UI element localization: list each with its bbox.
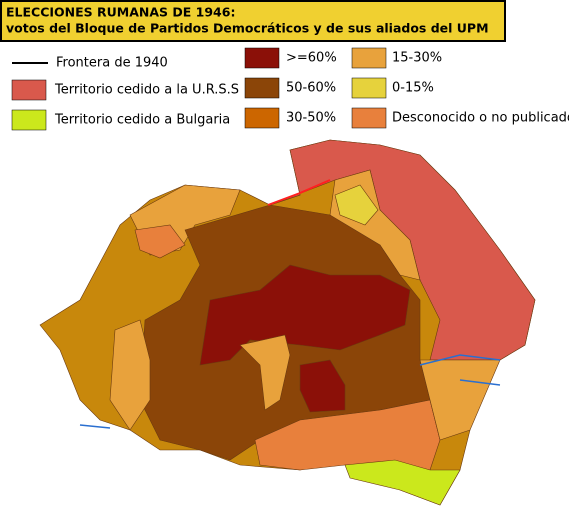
- legend-swatch: [351, 47, 387, 69]
- legend-label: Territorio cedido a Bulgaria: [54, 113, 230, 128]
- legend-swatch: [11, 109, 47, 131]
- region-15-30: [239, 334, 291, 411]
- region-0-15: [334, 184, 379, 226]
- legend-label: 15-30%: [392, 51, 442, 66]
- legend: Frontera de 1940 Territorio cedido a la U…: [11, 47, 569, 131]
- title-line-2: votos del Bloque de Partidos Democrático…: [6, 21, 489, 36]
- river: [419, 354, 501, 386]
- title-box: [0, 0, 506, 42]
- bulgaria-territory: [344, 459, 461, 506]
- legend-label: Frontera de 1940: [56, 56, 168, 71]
- legend-label: Territorio cedido a la U.R.S.S: [54, 83, 239, 98]
- region-60-plus: [199, 264, 411, 366]
- border-1940: [267, 179, 331, 206]
- legend-label: 50-60%: [286, 81, 336, 96]
- legend-label: 0-15%: [392, 81, 434, 96]
- legend-label: 30-50%: [286, 111, 336, 126]
- legend-swatch: [11, 79, 47, 101]
- river: [79, 424, 111, 429]
- region-15-30: [109, 319, 151, 431]
- legend-swatch: [351, 107, 387, 129]
- region-unknown: [134, 224, 186, 259]
- legend-label: >=60%: [286, 51, 337, 66]
- legend-swatch: [244, 107, 280, 129]
- legend-swatch: [351, 77, 387, 99]
- legend-swatch: [244, 77, 280, 99]
- region-60-plus: [299, 359, 346, 413]
- legend-label: Desconocido o no publicado: [392, 111, 569, 126]
- title-line-1: ELECCIONES RUMANAS DE 1946:: [6, 5, 235, 20]
- legend-swatch: [244, 47, 280, 69]
- map: [39, 139, 536, 506]
- region-15-30: [419, 359, 501, 441]
